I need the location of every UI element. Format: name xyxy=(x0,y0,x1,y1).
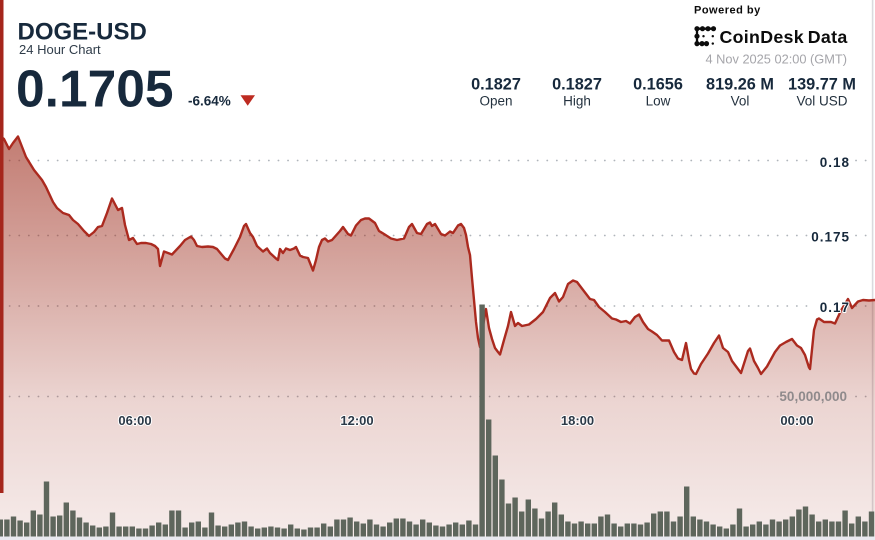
svg-text:-6.64%: -6.64% xyxy=(188,93,231,108)
svg-text:0.1656: 0.1656 xyxy=(633,76,683,94)
svg-text:00:00: 00:00 xyxy=(780,413,813,428)
svg-text:18:00: 18:00 xyxy=(561,413,594,428)
svg-text:High: High xyxy=(563,94,591,109)
svg-text:0.1827: 0.1827 xyxy=(471,76,521,94)
svg-text:Powered by: Powered by xyxy=(694,5,761,17)
svg-text:Low: Low xyxy=(646,94,671,109)
svg-text:4 Nov 2025 02:00 (GMT): 4 Nov 2025 02:00 (GMT) xyxy=(705,51,847,66)
svg-text:139.77 M: 139.77 M xyxy=(788,76,856,94)
svg-text:0.17: 0.17 xyxy=(820,300,850,315)
svg-text:0.1827: 0.1827 xyxy=(552,76,602,94)
svg-text:50,000,000: 50,000,000 xyxy=(779,389,847,404)
svg-text:Open: Open xyxy=(479,94,512,109)
svg-text:Vol: Vol xyxy=(731,94,750,109)
svg-text:0.175: 0.175 xyxy=(811,230,850,245)
svg-text:DOGE-USD: DOGE-USD xyxy=(18,18,147,45)
svg-text:12:00: 12:00 xyxy=(340,413,373,428)
svg-text:0.1705: 0.1705 xyxy=(16,60,174,118)
svg-text:Vol USD: Vol USD xyxy=(796,94,847,109)
svg-text:0.18: 0.18 xyxy=(820,155,850,170)
svg-text:06:00: 06:00 xyxy=(118,413,151,428)
svg-text:24 Hour Chart: 24 Hour Chart xyxy=(19,42,101,57)
svg-text:CoinDesk Data: CoinDesk Data xyxy=(720,27,848,47)
svg-text:819.26 M: 819.26 M xyxy=(706,76,774,94)
